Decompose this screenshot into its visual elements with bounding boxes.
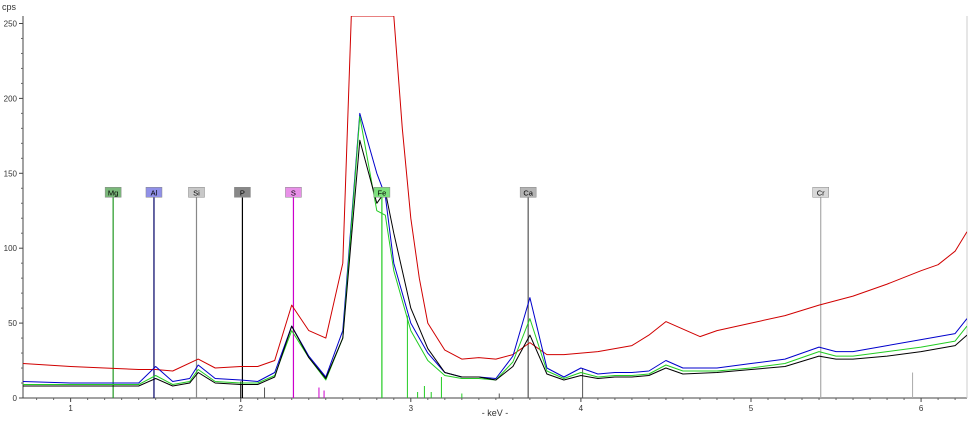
x-tick-label: 4 xyxy=(579,404,584,413)
element-label-box xyxy=(285,187,302,198)
element-label-box xyxy=(812,187,829,198)
spectrum-series-3 xyxy=(23,115,967,385)
reference-lines xyxy=(112,197,914,398)
element-label: Ca xyxy=(523,188,533,197)
axes: 0 50 100 150 200 250 1 2 3 4 5 6 xyxy=(4,16,968,413)
element-label-box xyxy=(145,187,163,198)
element-label: Cr xyxy=(817,188,825,197)
y-tick-label: 0 xyxy=(13,394,18,403)
element-label: P xyxy=(240,188,245,197)
element-label-box xyxy=(188,187,205,198)
element-label-box xyxy=(234,187,251,198)
element-label: Fe xyxy=(378,188,387,197)
x-axis-label: - keV - xyxy=(482,408,509,418)
element-label-box xyxy=(373,187,391,198)
spectrum-series-1 xyxy=(23,16,967,372)
series-group xyxy=(23,16,967,387)
y-axis-label: cps xyxy=(2,2,17,12)
x-tick-label: 5 xyxy=(749,404,754,413)
element-label: S xyxy=(291,188,296,197)
y-tick-label: 150 xyxy=(4,169,18,178)
x-tick-label: 3 xyxy=(409,404,414,413)
element-label-box xyxy=(519,187,537,198)
element-markers: Mg Al Si P S Fe Ca Cr xyxy=(104,187,829,198)
x-tick-label: 2 xyxy=(238,404,243,413)
spectrum-series-2 xyxy=(23,112,967,384)
element-label: Si xyxy=(193,188,200,197)
spectrum-series-4 xyxy=(23,139,967,387)
element-label: Mg xyxy=(108,188,118,197)
element-label: Al xyxy=(151,188,158,197)
element-label-box xyxy=(104,187,122,198)
y-tick-label: 200 xyxy=(4,94,18,103)
y-tick-label: 100 xyxy=(4,244,18,253)
y-tick-label: 50 xyxy=(8,319,17,328)
x-tick-label: 1 xyxy=(68,404,73,413)
x-tick-label: 6 xyxy=(919,404,924,413)
y-tick-label: 250 xyxy=(4,19,18,28)
